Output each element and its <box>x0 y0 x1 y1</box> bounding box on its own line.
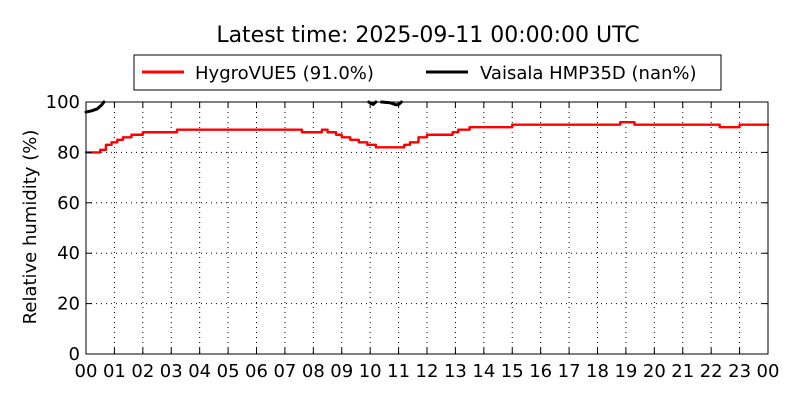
x-tick-label: 16 <box>529 361 552 382</box>
x-tick-label: 03 <box>160 361 183 382</box>
x-tick-label: 22 <box>700 361 723 382</box>
x-tick-label: 20 <box>643 361 666 382</box>
x-tick-label: 05 <box>217 361 240 382</box>
tick-labels: 00 01 02 03 04 05 06 07 08 09 10 11 12 13 14 15 16 17 18 19… <box>46 92 780 382</box>
series-line-hygrovue5 <box>84 120 770 154</box>
y-tick-label: 80 <box>57 142 80 163</box>
x-tick-label: 00 <box>757 361 780 382</box>
series-segment-vaisala <box>380 100 403 107</box>
chart-title: Latest time: 2025-09-11 00:00:00 UTC <box>216 23 639 48</box>
grid-lines <box>86 102 768 354</box>
x-tick-label: 11 <box>387 361 410 382</box>
y-axis-label: Relative humidity (%) <box>20 130 41 325</box>
x-tick-label: 07 <box>273 361 296 382</box>
x-tick-label: 02 <box>131 361 154 382</box>
y-tick-label: 60 <box>57 193 80 214</box>
y-tick-label: 40 <box>57 243 80 264</box>
x-tick-label: 21 <box>671 361 694 382</box>
x-tick-label: 08 <box>302 361 325 382</box>
y-tick-label: 0 <box>69 344 80 365</box>
x-tick-label: 01 <box>103 361 126 382</box>
x-tick-label: 04 <box>188 361 211 382</box>
x-tick-label: 14 <box>472 361 495 382</box>
y-tick-label: 100 <box>46 92 80 113</box>
legend-label-vaisala: Vaisala HMP35D (nan%) <box>480 63 697 84</box>
x-tick-label: 15 <box>501 361 524 382</box>
tick-marks <box>85 101 769 355</box>
x-tick-label: 10 <box>359 361 382 382</box>
legend-label-hygrovue: HygroVUE5 (91.0%) <box>195 63 374 84</box>
series-layer <box>84 100 770 154</box>
x-tick-label: 09 <box>330 361 353 382</box>
legend: HygroVUE5 (91.0%) Vaisala HMP35D (nan%) <box>133 54 722 91</box>
x-tick-label: 19 <box>614 361 637 382</box>
series-segment-vaisala <box>84 100 106 114</box>
x-tick-label: 00 <box>75 361 98 382</box>
x-tick-label: 17 <box>558 361 581 382</box>
x-tick-label: 18 <box>586 361 609 382</box>
x-tick-label: 23 <box>728 361 751 382</box>
x-tick-label: 06 <box>245 361 268 382</box>
x-tick-label: 12 <box>416 361 439 382</box>
y-tick-label: 20 <box>57 294 80 315</box>
x-tick-label: 13 <box>444 361 467 382</box>
